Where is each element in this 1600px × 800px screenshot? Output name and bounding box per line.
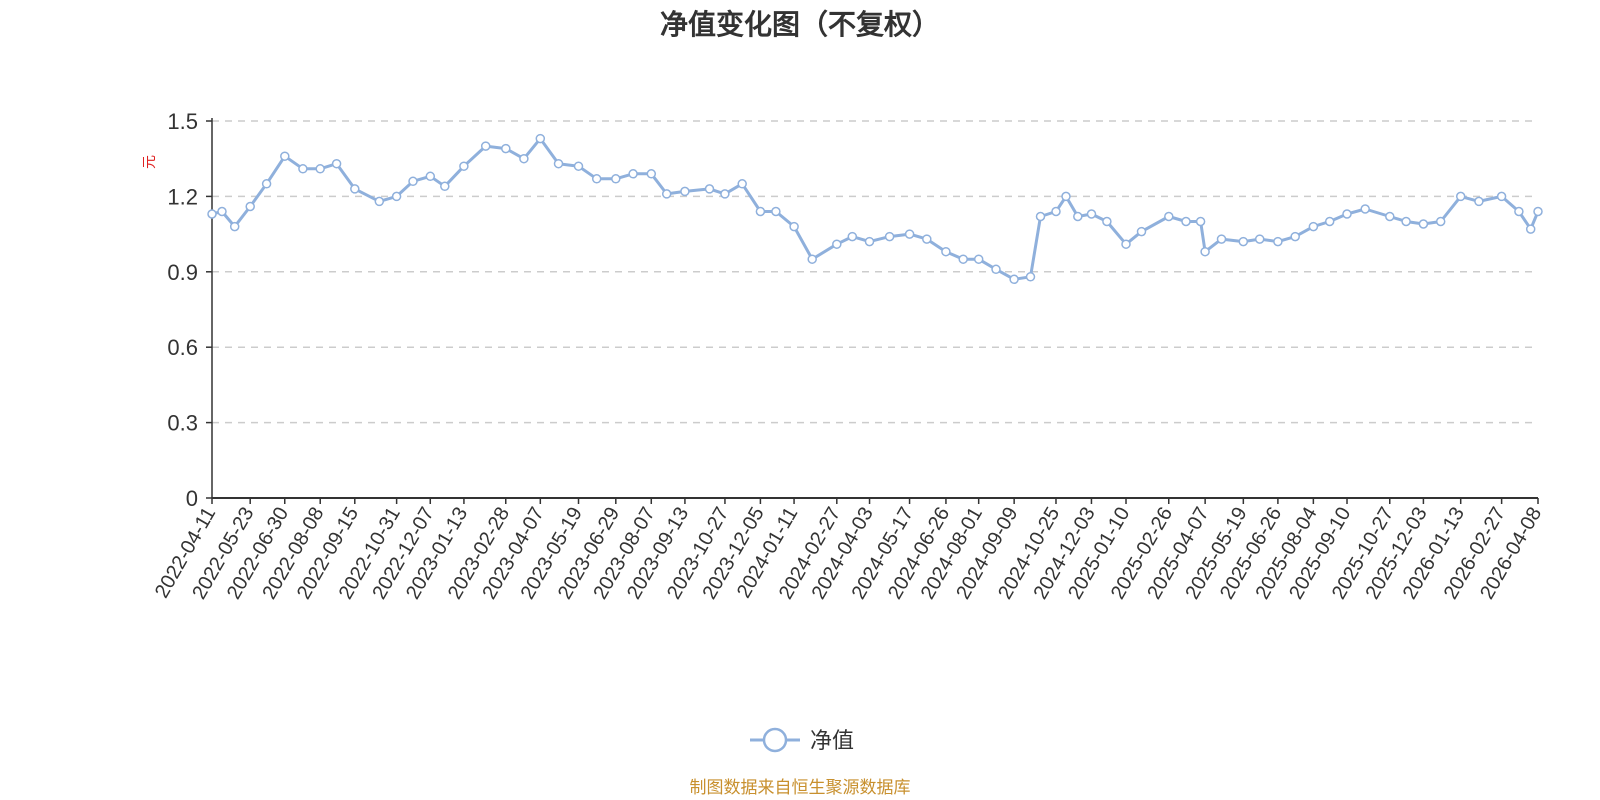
data-source-note: 制图数据来自恒生聚源数据库 — [690, 778, 911, 798]
data-point — [1418, 219, 1429, 229]
data-point — [1195, 216, 1206, 227]
data-point — [720, 189, 730, 199]
series-layer — [207, 133, 1543, 285]
data-point — [1200, 246, 1210, 257]
data-point — [991, 264, 1001, 275]
data-point — [1238, 236, 1249, 247]
data-point — [229, 221, 240, 232]
data-point — [1435, 216, 1446, 227]
data-point — [704, 184, 715, 194]
data-point — [1401, 216, 1411, 227]
data-point — [771, 206, 781, 217]
legend-label: 净值 — [810, 729, 854, 754]
data-point — [350, 184, 360, 194]
data-point — [261, 179, 272, 189]
data-point — [941, 246, 951, 257]
y-tick-label: 0.9 — [167, 260, 198, 285]
x-axis: 2022-04-112022-05-232022-06-302022-08-08… — [151, 497, 1546, 603]
data-point — [1525, 224, 1536, 234]
data-point — [1385, 211, 1395, 222]
data-point — [807, 254, 817, 264]
y-tick-label: 0 — [186, 486, 198, 511]
data-point — [1136, 226, 1147, 237]
data-point — [480, 141, 491, 151]
data-point — [501, 143, 511, 154]
data-point — [1533, 206, 1543, 217]
data-point — [1102, 216, 1112, 227]
data-point — [519, 153, 529, 164]
data-point — [973, 254, 984, 264]
data-point — [832, 239, 842, 249]
data-point — [628, 169, 638, 179]
data-point — [1273, 236, 1283, 247]
data-point — [611, 174, 621, 184]
data-point — [1360, 204, 1370, 214]
data-point — [535, 133, 546, 144]
data-point — [884, 231, 895, 242]
data-point — [298, 164, 308, 174]
data-point — [280, 151, 290, 161]
data-point — [1009, 274, 1019, 285]
data-point — [440, 181, 450, 192]
y-tick-label: 1.2 — [167, 184, 198, 209]
data-point — [864, 236, 875, 247]
data-point — [904, 229, 915, 239]
data-point — [217, 206, 227, 217]
data-point — [1073, 211, 1083, 222]
data-point — [789, 221, 799, 232]
y-tick-label: 1.5 — [167, 109, 198, 134]
legend-marker — [762, 727, 788, 753]
y-tick-label: 0.3 — [167, 411, 198, 436]
data-point — [1342, 209, 1352, 219]
data-point — [1051, 206, 1061, 217]
data-point — [847, 231, 858, 242]
data-point — [374, 196, 385, 207]
data-point — [1216, 234, 1227, 244]
data-point — [553, 158, 564, 169]
data-point — [1035, 211, 1046, 222]
data-point — [1324, 216, 1335, 227]
y-axis-unit: 元 — [142, 155, 158, 169]
data-point — [1474, 196, 1484, 207]
data-point — [737, 179, 747, 189]
gridlines — [212, 120, 1538, 424]
data-point — [1455, 191, 1466, 202]
data-point — [1061, 191, 1071, 202]
data-point — [922, 234, 932, 244]
data-point — [331, 158, 342, 169]
data-point — [1496, 191, 1507, 202]
data-point — [408, 176, 418, 187]
chart-title: 净值变化图（不复权） — [660, 8, 940, 41]
data-point — [1290, 231, 1300, 242]
data-point — [680, 186, 690, 197]
series-line — [211, 137, 1540, 281]
data-point — [1025, 272, 1036, 282]
data-point — [573, 161, 584, 171]
data-point — [1514, 206, 1524, 217]
data-point — [1164, 211, 1174, 222]
y-tick-label: 0.6 — [167, 335, 198, 360]
data-point — [646, 169, 657, 179]
data-point — [459, 161, 469, 171]
data-point — [245, 201, 255, 212]
data-point — [1254, 234, 1265, 244]
data-point — [391, 191, 402, 202]
data-point — [755, 206, 766, 217]
data-point — [1181, 216, 1191, 227]
legend[interactable]: 净值 — [750, 727, 854, 754]
data-point — [425, 171, 436, 182]
data-point — [1086, 209, 1097, 219]
y-axis: 0 0.3 0.6 0.9 1.2 1.5 — [167, 109, 213, 511]
data-point — [661, 189, 672, 199]
data-point — [1308, 221, 1319, 232]
data-point — [315, 164, 325, 174]
data-point — [591, 174, 602, 184]
data-point — [1121, 239, 1131, 249]
data-point — [958, 254, 968, 264]
data-point — [207, 209, 217, 219]
